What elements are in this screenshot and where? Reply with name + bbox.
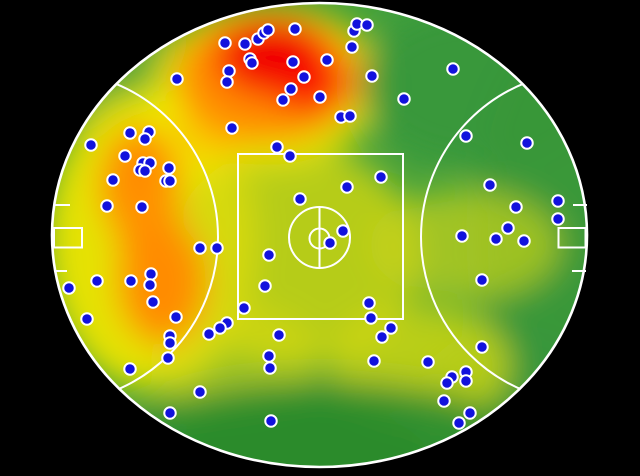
- event-dot: [138, 132, 152, 146]
- event-dot: [463, 406, 477, 420]
- heat-blob: [170, 405, 430, 467]
- event-dot: [520, 136, 534, 150]
- event-dot: [446, 62, 460, 76]
- event-dot: [340, 180, 354, 194]
- goal-square: [53, 227, 83, 249]
- event-dot: [163, 174, 177, 188]
- event-dot: [551, 212, 565, 226]
- event-dot: [161, 351, 175, 365]
- event-dot: [297, 70, 311, 84]
- event-dot: [483, 178, 497, 192]
- event-dot: [345, 40, 359, 54]
- event-dot: [437, 394, 451, 408]
- event-dot: [193, 385, 207, 399]
- event-dot: [313, 90, 327, 104]
- centre-square: [237, 153, 404, 320]
- event-dot: [272, 328, 286, 342]
- event-dot: [343, 109, 357, 123]
- event-dot: [440, 376, 454, 390]
- event-dot: [135, 200, 149, 214]
- event-dot: [517, 234, 531, 248]
- event-dot: [375, 330, 389, 344]
- event-dot: [193, 241, 207, 255]
- fifty-metre-arc: [420, 70, 587, 404]
- event-dot: [288, 22, 302, 36]
- event-dot: [124, 274, 138, 288]
- event-dot: [293, 192, 307, 206]
- event-dot: [489, 232, 503, 246]
- event-dot: [270, 140, 284, 154]
- event-dot: [213, 321, 227, 335]
- event-dot: [238, 37, 252, 51]
- event-dot: [100, 199, 114, 213]
- event-dot: [421, 355, 435, 369]
- event-dot: [284, 82, 298, 96]
- event-dot: [276, 93, 290, 107]
- event-dot: [245, 56, 259, 70]
- event-dots: [62, 17, 565, 430]
- event-dot: [146, 295, 160, 309]
- event-dot: [459, 374, 473, 388]
- event-dot: [509, 200, 523, 214]
- event-dot: [263, 361, 277, 375]
- boundary-line: [50, 1, 589, 469]
- event-dot: [237, 301, 251, 315]
- event-dot: [475, 340, 489, 354]
- heat-blob: [118, 220, 206, 344]
- event-dot: [123, 126, 137, 140]
- event-dot: [84, 138, 98, 152]
- event-dot: [264, 414, 278, 428]
- event-dot: [397, 92, 411, 106]
- event-dot: [202, 327, 216, 341]
- event-dot: [258, 279, 272, 293]
- event-dot: [163, 406, 177, 420]
- event-dot: [367, 354, 381, 368]
- fifty-metre-arcs: [52, 70, 587, 404]
- event-dot: [225, 121, 239, 135]
- event-dot: [455, 229, 469, 243]
- event-dot: [365, 69, 379, 83]
- heat-blob: [370, 190, 560, 300]
- event-dot: [459, 129, 473, 143]
- event-dot: [336, 224, 350, 238]
- event-dot: [261, 23, 275, 37]
- event-dot: [323, 236, 337, 250]
- event-dot: [80, 312, 94, 326]
- event-dot: [90, 274, 104, 288]
- event-dot: [138, 164, 152, 178]
- event-dot: [218, 36, 232, 50]
- event-dot: [452, 416, 466, 430]
- event-dot: [144, 267, 158, 281]
- heat-blob: [360, 5, 587, 165]
- event-dot: [384, 321, 398, 335]
- fifty-metre-arc: [52, 70, 219, 404]
- event-dot: [360, 18, 374, 32]
- event-dot: [362, 296, 376, 310]
- goal-square: [557, 227, 587, 249]
- event-dot: [220, 75, 234, 89]
- event-dot: [163, 336, 177, 350]
- event-dot: [118, 149, 132, 163]
- event-dot: [162, 161, 176, 175]
- event-dot: [320, 53, 334, 67]
- event-dot: [222, 64, 236, 78]
- event-dot: [374, 170, 388, 184]
- event-dot: [262, 248, 276, 262]
- event-dot: [210, 241, 224, 255]
- event-dot: [106, 173, 120, 187]
- event-dot: [143, 278, 157, 292]
- event-dot: [123, 362, 137, 376]
- event-dot: [170, 72, 184, 86]
- event-dot: [364, 311, 378, 325]
- event-dot: [62, 281, 76, 295]
- event-dot: [551, 194, 565, 208]
- event-dot: [169, 310, 183, 324]
- event-dot: [475, 273, 489, 287]
- event-dot: [283, 149, 297, 163]
- event-dot: [501, 221, 515, 235]
- event-dot: [286, 55, 300, 69]
- event-dot: [262, 349, 276, 363]
